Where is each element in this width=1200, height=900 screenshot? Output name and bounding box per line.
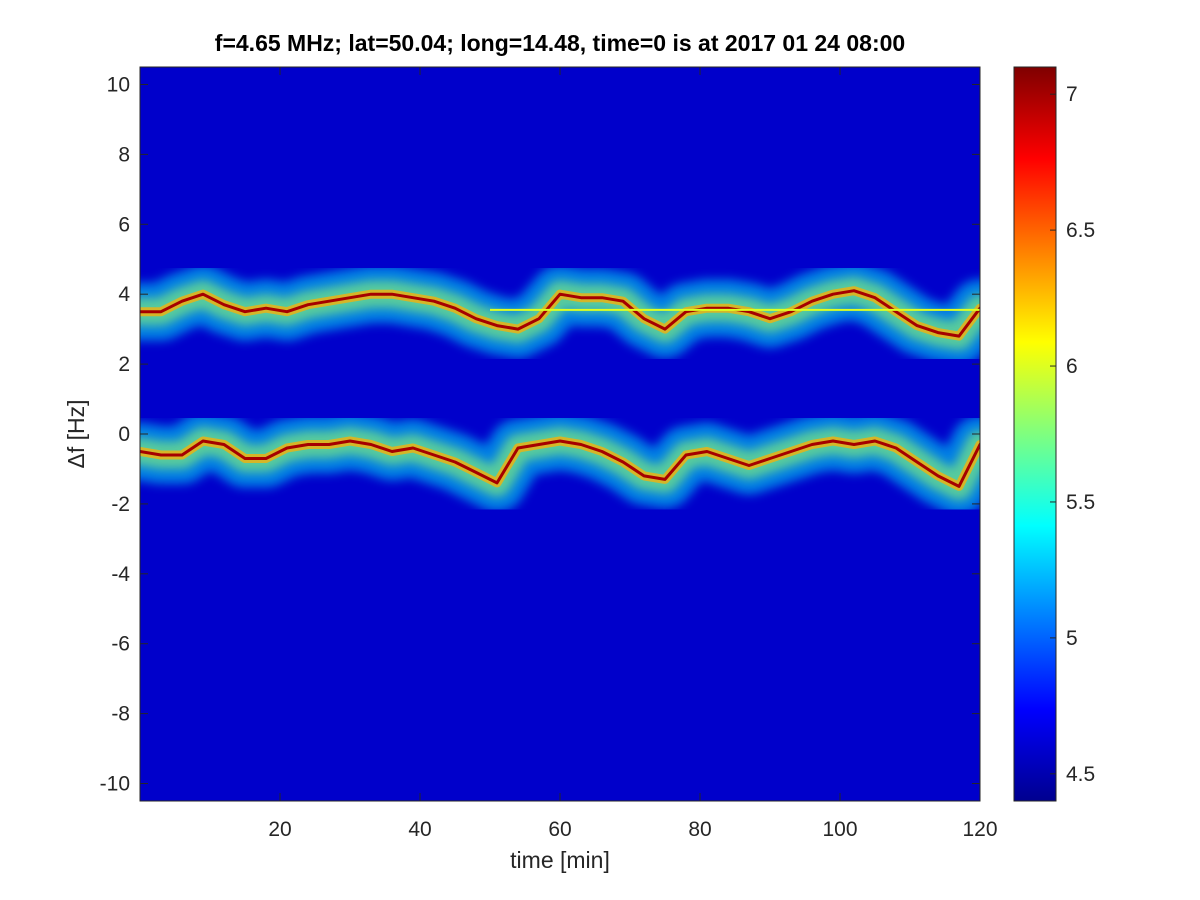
- x-tick-label: 80: [688, 818, 711, 841]
- y-tick-label: 0: [118, 423, 130, 446]
- y-axis: -10 -8 -6 -4 -2 0 2 4 6 8 10: [100, 73, 980, 796]
- x-axis: 20 40 60 80 100 120: [268, 67, 998, 841]
- x-tick-label: 20: [268, 818, 291, 841]
- colorbar: 4.5 5 5.5 6 6.5 7: [1013, 66, 1095, 802]
- y-tick-label: 2: [118, 353, 130, 376]
- colorbar-ticks: 4.5 5 5.5 6 6.5 7: [1050, 83, 1095, 786]
- y-tick-label: -10: [100, 773, 130, 796]
- colorbar-tick-label: 5: [1066, 627, 1078, 650]
- trace-2-line: [140, 439, 980, 488]
- trace-1-line: [140, 289, 980, 338]
- y-tick-label: 10: [107, 73, 130, 96]
- x-tick-label: 100: [822, 818, 857, 841]
- x-tick-label: 120: [962, 818, 997, 841]
- y-tick-label: -4: [111, 563, 130, 586]
- x-tick-label: 60: [548, 818, 571, 841]
- y-tick-label: 8: [118, 143, 130, 166]
- x-axis-label: time [min]: [510, 847, 610, 873]
- colorbar-gradient: [1013, 66, 1057, 802]
- plot-area: [139, 66, 981, 802]
- y-tick-label: -8: [111, 703, 130, 726]
- y-axis-label: Δf [Hz]: [63, 399, 89, 468]
- colorbar-tick-label: 6.5: [1066, 219, 1095, 242]
- y-tick-label: -6: [111, 633, 130, 656]
- colorbar-tick-label: 7: [1066, 83, 1078, 106]
- colorbar-tick-label: 6: [1066, 355, 1078, 378]
- y-tick-label: 4: [118, 283, 130, 306]
- colorbar-tick-label: 4.5: [1066, 763, 1095, 786]
- chart-title: f=4.65 MHz; lat=50.04; long=14.48, time=…: [215, 30, 905, 56]
- trace-layer: [140, 261, 980, 516]
- colorbar-tick-label: 5.5: [1066, 491, 1095, 514]
- y-tick-label: 6: [118, 213, 130, 236]
- y-tick-label: -2: [111, 493, 130, 516]
- x-tick-label: 40: [408, 818, 431, 841]
